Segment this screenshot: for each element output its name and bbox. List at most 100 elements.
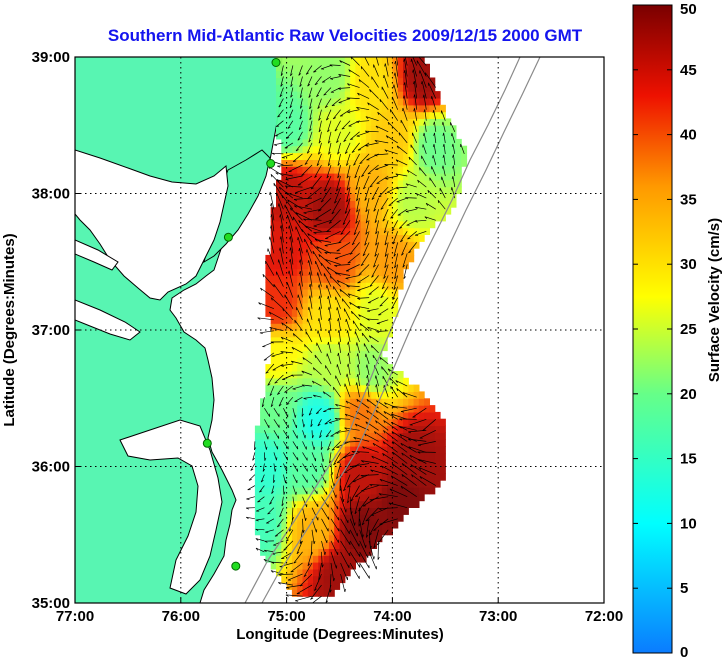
- velocity-arrow: [304, 344, 313, 354]
- field-cell: [323, 118, 330, 126]
- velocity-arrow: [272, 363, 284, 371]
- velocity-arrow: [381, 465, 398, 475]
- velocity-arrow: [347, 352, 351, 365]
- velocity-arrow: [326, 353, 332, 365]
- field-cell: [376, 432, 383, 440]
- field-cell: [376, 480, 383, 488]
- velocity-arrow: [317, 318, 322, 331]
- field-cell: [318, 275, 325, 283]
- velocity-arrow: [347, 485, 351, 504]
- velocity-arrow: [392, 231, 399, 245]
- field-cell: [429, 432, 436, 440]
- velocity-arrow: [350, 57, 360, 66]
- field-cell: [297, 57, 304, 65]
- velocity-arrow: [297, 237, 303, 254]
- velocity-arrow: [382, 453, 398, 464]
- field-cell: [265, 487, 272, 495]
- field-cell: [371, 323, 378, 331]
- field-cell: [276, 336, 282, 345]
- field-cell: [328, 111, 335, 119]
- velocity-arrow: [315, 208, 332, 220]
- field-cell: [387, 377, 393, 386]
- field-cell: [344, 125, 351, 133]
- field-cell: [276, 534, 282, 543]
- field-cell: [429, 207, 436, 215]
- field-cell: [371, 214, 378, 222]
- field-cell: [355, 473, 362, 481]
- velocity-arrow: [379, 478, 398, 486]
- field-cell: [360, 91, 367, 99]
- field-cell: [365, 336, 372, 345]
- velocity-arrow: [419, 429, 436, 439]
- field-cell: [344, 391, 351, 399]
- velocity-arrow: [330, 562, 335, 582]
- field-cell: [434, 179, 441, 188]
- field-cell: [339, 220, 346, 229]
- field-cell: [365, 166, 372, 174]
- velocity-arrow: [367, 297, 379, 304]
- field-cell: [302, 493, 309, 502]
- field-cell: [339, 521, 346, 529]
- velocity-arrow: [273, 408, 280, 417]
- field-cell: [381, 425, 388, 433]
- velocity-arrow: [366, 318, 379, 321]
- field-cell: [328, 132, 335, 140]
- field-cell: [286, 487, 293, 495]
- field-cell: [440, 104, 446, 113]
- sound-water: [119, 419, 223, 595]
- velocity-arrow: [367, 326, 379, 332]
- field-cell: [270, 357, 277, 365]
- field-cell: [429, 487, 436, 495]
- field-cell: [360, 220, 367, 229]
- velocity-arrow: [302, 419, 305, 428]
- field-cell: [302, 91, 309, 99]
- field-cell: [281, 57, 288, 65]
- field-cell: [334, 377, 341, 386]
- chart-title: Southern Mid-Atlantic Raw Velocities 200…: [108, 26, 583, 45]
- field-cell: [365, 275, 372, 283]
- field-cell: [286, 302, 293, 311]
- bay-water: [75, 239, 119, 271]
- field-cell: [350, 118, 356, 126]
- field-cell: [328, 425, 335, 433]
- field-cell: [297, 432, 304, 440]
- velocity-arrow: [277, 109, 284, 118]
- field-cell: [413, 125, 420, 133]
- field-cell: [350, 527, 356, 536]
- field-cell: [461, 145, 468, 154]
- field-cell: [307, 534, 314, 543]
- velocity-arrow: [365, 421, 379, 431]
- field-cell: [408, 405, 415, 413]
- field-cell: [408, 63, 415, 72]
- field-cell: [328, 391, 335, 399]
- field-cell: [286, 248, 293, 256]
- field-cell: [297, 377, 304, 386]
- field-cell: [297, 391, 304, 399]
- field-cell: [381, 275, 388, 283]
- field-cell: [286, 398, 293, 406]
- field-cell: [424, 111, 430, 119]
- field-cell: [413, 111, 420, 119]
- field-cell: [387, 521, 393, 529]
- field-cell: [313, 589, 319, 597]
- field-cell: [408, 118, 415, 126]
- field-cell: [429, 138, 436, 147]
- field-cell: [434, 480, 441, 488]
- field-cell: [344, 295, 351, 304]
- field-cell: [334, 343, 341, 352]
- velocity-arrow: [320, 186, 332, 203]
- field-cell: [376, 514, 383, 522]
- field-cell: [265, 500, 272, 508]
- velocity-arrow: [326, 164, 332, 179]
- velocity-arrow: [371, 76, 379, 88]
- field-cell: [371, 459, 378, 468]
- field-cell: [397, 282, 404, 290]
- field-cell: [350, 193, 356, 201]
- field-cell: [297, 186, 304, 195]
- field-cell: [334, 418, 341, 427]
- field-cell: [360, 398, 367, 406]
- field-cell: [286, 111, 293, 119]
- velocity-arrow: [334, 264, 351, 267]
- field-cell: [403, 200, 409, 208]
- field-cell: [429, 439, 436, 447]
